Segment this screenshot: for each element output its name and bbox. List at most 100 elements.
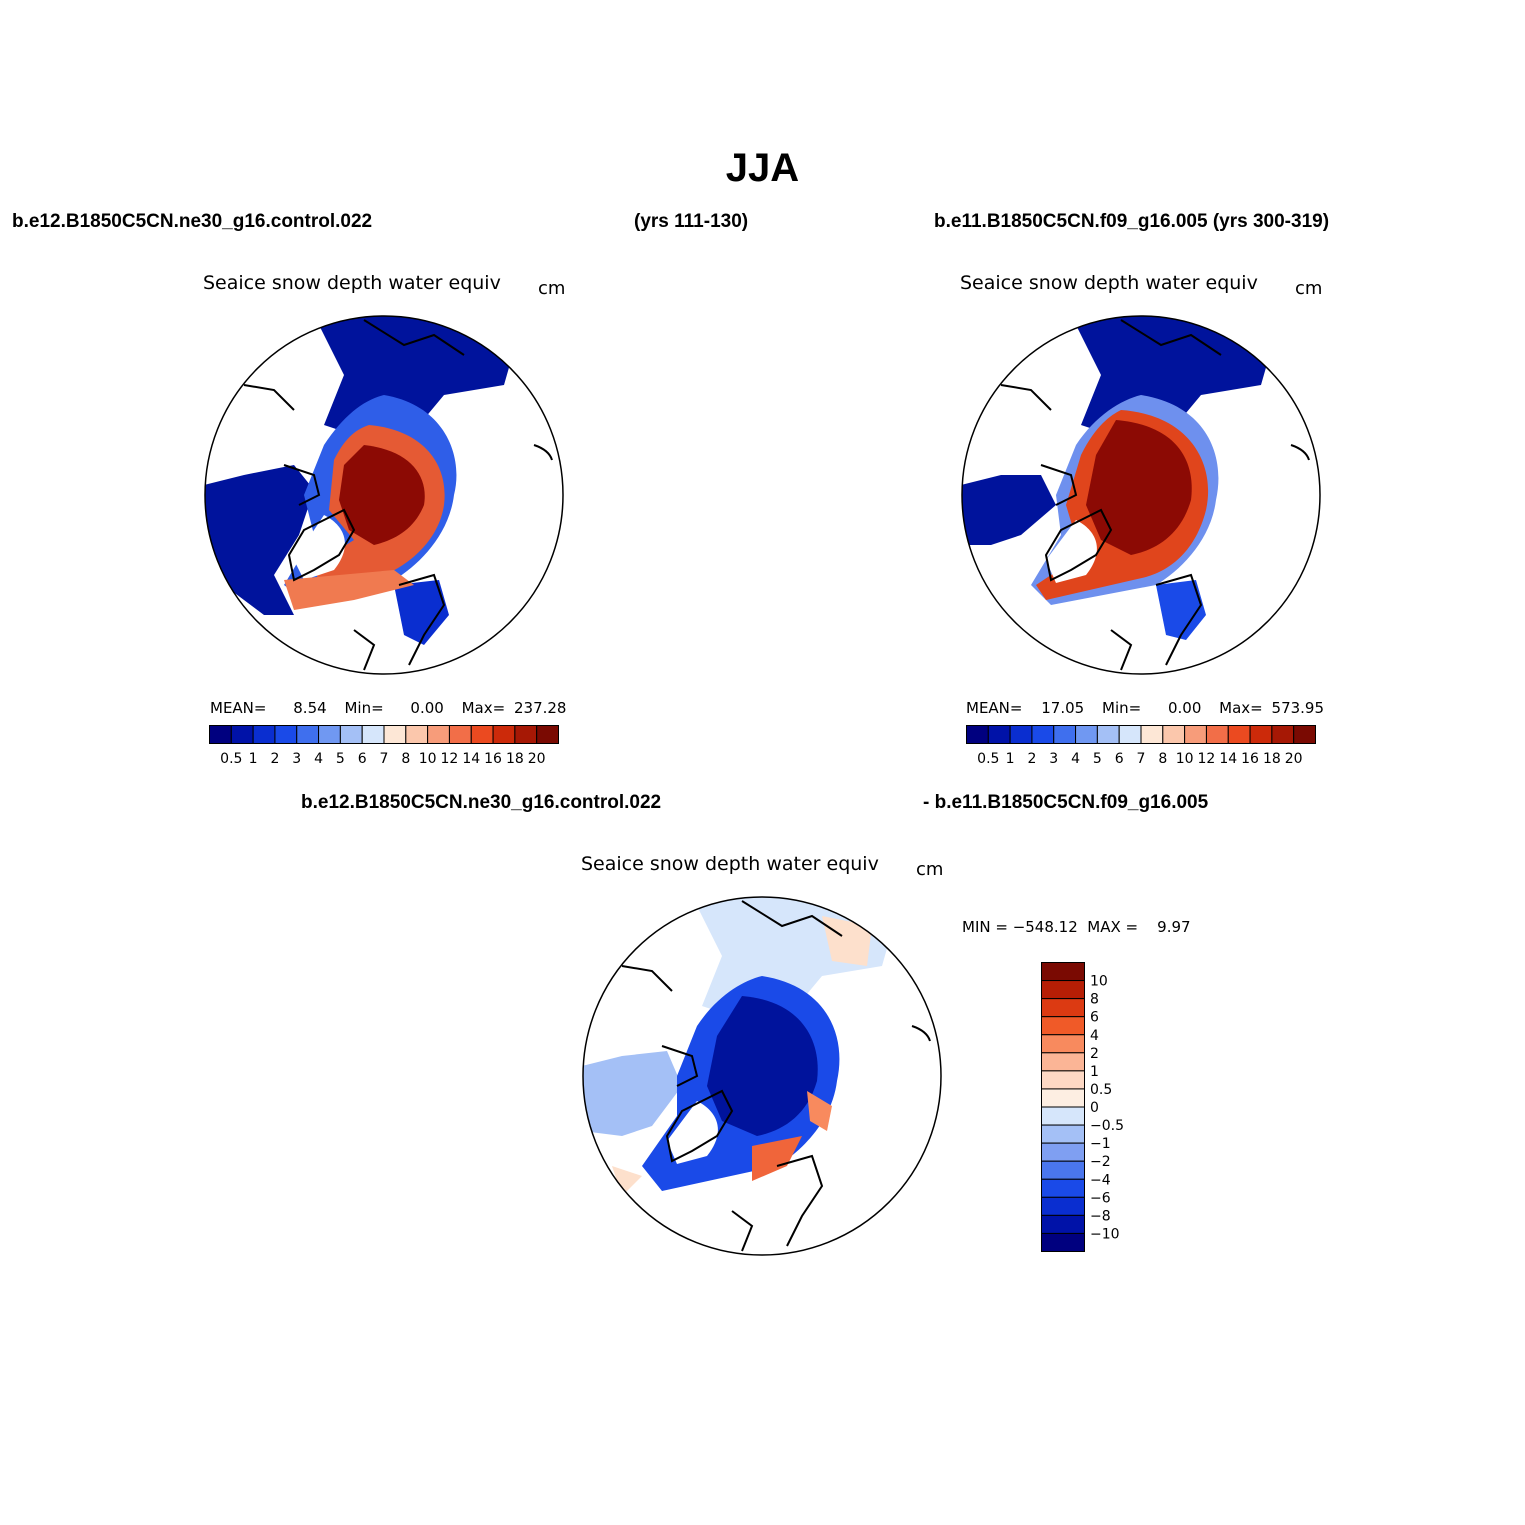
panel1-colorbar-tick-label: 1 (249, 751, 258, 767)
panel3-colorbar-swatch (1041, 1142, 1085, 1162)
panel3-colorbar-swatch (1041, 1214, 1085, 1234)
panel2-map (961, 315, 1321, 675)
panel3-colorbar-tick-label: 10 (1090, 974, 1108, 990)
panel2-mean-label: MEAN= (966, 699, 1023, 717)
panel2-colorbar-swatch (1096, 725, 1120, 744)
panel2-colorbar-tick-label: 0.5 (977, 751, 999, 767)
panel1-units: cm (538, 278, 566, 299)
panel2-colorbar-tick-label: 8 (1158, 751, 1167, 767)
panel2-colorbar-swatch (1053, 725, 1077, 744)
panel1-colorbar: 0.5 1 2 3 4 5 6 7 8 10 12 14 16 18 20 (209, 725, 559, 767)
panel2-colorbar-tick-label: 16 (1241, 751, 1259, 767)
panel1-colorbar-tick-label: 2 (270, 751, 279, 767)
panel3-colorbar-swatch (1041, 998, 1085, 1018)
panel1-stats: MEAN= 8.54 Min= 0.00 Max= 237.28 (210, 699, 566, 717)
panel2-colorbar-tick-label: 1 (1006, 751, 1015, 767)
panel2-units: cm (1295, 278, 1323, 299)
panel2-max: 573.95 (1271, 699, 1325, 717)
panel3-colorbar-tick-label: 0.5 (1090, 1082, 1112, 1098)
panel3-colorbar-tick-label: 8 (1090, 992, 1099, 1008)
panel1-colorbar-tick-label: 6 (358, 751, 367, 767)
panel3-colorbar-tick-label: 0 (1090, 1100, 1099, 1116)
panel2-colorbar-tick-label: 5 (1093, 751, 1102, 767)
panel1-colorbar-swatch (209, 725, 232, 744)
panel2-colorbar-swatch (1205, 725, 1229, 744)
panel1-colorbar-tick-label: 0.5 (220, 751, 242, 767)
panel3-colorbar-swatch (1041, 962, 1085, 982)
panel1-title: Seaice snow depth water equiv (203, 272, 501, 294)
panel1-colorbar-tick-label: 12 (441, 751, 459, 767)
panel3-colorbar-tick-label: −2 (1090, 1154, 1111, 1170)
panel3-colorbar-swatch (1041, 980, 1085, 1000)
panel1-colorbar-swatch (318, 725, 341, 744)
panel1-map (204, 315, 564, 675)
panel3-colorbar-swatch (1041, 1160, 1085, 1180)
panel3-colorbar-swatch (1041, 1124, 1085, 1144)
panel1-colorbar-swatch (492, 725, 516, 744)
diff-label-b: - b.e11.B1850C5CN.f09_g16.005 (923, 792, 1209, 813)
panel2-colorbar-swatch (987, 725, 1011, 744)
panel2-min: 0.00 (1167, 699, 1202, 717)
panel2-colorbar-swatch (1227, 725, 1251, 744)
panel3-map (582, 896, 942, 1256)
panel3-colorbar-swatch (1041, 1232, 1085, 1252)
panel3-colorbar-tick-label: 2 (1090, 1046, 1099, 1062)
panel1-colorbar-swatch (361, 725, 385, 744)
panel2-colorbar-swatch (1118, 725, 1142, 744)
panel3-colorbar: 10 8 6 4 2 1 0.5 0 −0.5 −1 −2 −4 −6 −8 −10 (1041, 962, 1124, 1252)
panel1-colorbar-tick-label: 20 (528, 751, 546, 767)
panel3-colorbar-swatch (1041, 1196, 1085, 1216)
panel3-colorbar-tick-label: −6 (1090, 1190, 1111, 1206)
panel1-colorbar-tick-label: 8 (401, 751, 410, 767)
panel3-colorbar-tick-label: −8 (1090, 1208, 1111, 1224)
panel2-colorbar: 0.5 1 2 3 4 5 6 7 8 10 12 14 16 18 20 (966, 725, 1316, 767)
panel1-colorbar-swatch (514, 725, 538, 744)
panel1-colorbar-swatch (339, 725, 363, 744)
panel1-colorbar-swatch (274, 725, 298, 744)
panel1-colorbar-tick-label: 7 (380, 751, 389, 767)
panel2-colorbar-tick-label: 4 (1071, 751, 1080, 767)
panel2-colorbar-tick-label: 7 (1137, 751, 1146, 767)
panel1-max: 237.28 (513, 699, 567, 717)
panel3-colorbar-tick-label: −1 (1090, 1136, 1111, 1152)
panel1-colorbar-swatch (470, 725, 494, 744)
panel2-colorbar-swatch (1140, 725, 1164, 744)
case2-label: b.e11.B1850C5CN.f09_g16.005 (yrs 300-319… (934, 211, 1330, 232)
panel1-colorbar-tick-label: 3 (292, 751, 301, 767)
panel1-min-label: Min= (344, 699, 384, 717)
panel3-colorbar-tick-label: −10 (1090, 1226, 1120, 1242)
panel1-colorbar-swatch (383, 725, 407, 744)
panel3-colorbar-tick-label: −4 (1090, 1172, 1111, 1188)
panel2-max-label: Max= (1219, 699, 1263, 717)
panel3-colorbar-tick-label: 4 (1090, 1028, 1099, 1044)
panel1-max-label: Max= (461, 699, 506, 717)
panel1-colorbar-swatch (230, 725, 254, 744)
panel3-stats: MIN = −548.12 MAX = 9.97 (962, 918, 1191, 936)
panel3-colorbar-swatch (1041, 1106, 1085, 1126)
panel1-mean: 8.54 (293, 699, 327, 717)
panel1-colorbar-tick-label: 16 (484, 751, 502, 767)
diff-label-a: b.e12.B1850C5CN.ne30_g16.control.022 (301, 792, 662, 813)
panel1-colorbar-tick-label: 5 (336, 751, 345, 767)
panel2-colorbar-swatch (1184, 725, 1207, 744)
figure-title: JJA (725, 146, 800, 190)
panel1-colorbar-swatch (427, 725, 450, 744)
panel2-colorbar-tick-label: 2 (1027, 751, 1036, 767)
panel2-colorbar-swatch (1031, 725, 1055, 744)
panel2-colorbar-swatch (1162, 725, 1186, 744)
panel3-colorbar-swatch (1041, 1016, 1085, 1036)
panel3-colorbar-swatch (1041, 1034, 1085, 1054)
case1-years: (yrs 111-130) (634, 211, 749, 232)
panel3-colorbar-tick-label: 6 (1090, 1010, 1099, 1026)
panel1-colorbar-tick-label: 10 (419, 751, 437, 767)
panel3-colorbar-swatch (1041, 1088, 1085, 1108)
panel1-min: 0.00 (410, 699, 444, 717)
panel2-title: Seaice snow depth water equiv (960, 272, 1258, 294)
panel2-colorbar-tick-label: 14 (1219, 751, 1237, 767)
panel1-colorbar-tick-label: 14 (462, 751, 480, 767)
panel1-colorbar-swatch (405, 725, 429, 744)
panel2-stats: MEAN= 17.05 Min= 0.00 Max= 573.95 (966, 699, 1324, 717)
panel1-colorbar-swatch (448, 725, 472, 744)
panel2-colorbar-swatch (966, 725, 989, 744)
panel2-colorbar-swatch (1249, 725, 1273, 744)
